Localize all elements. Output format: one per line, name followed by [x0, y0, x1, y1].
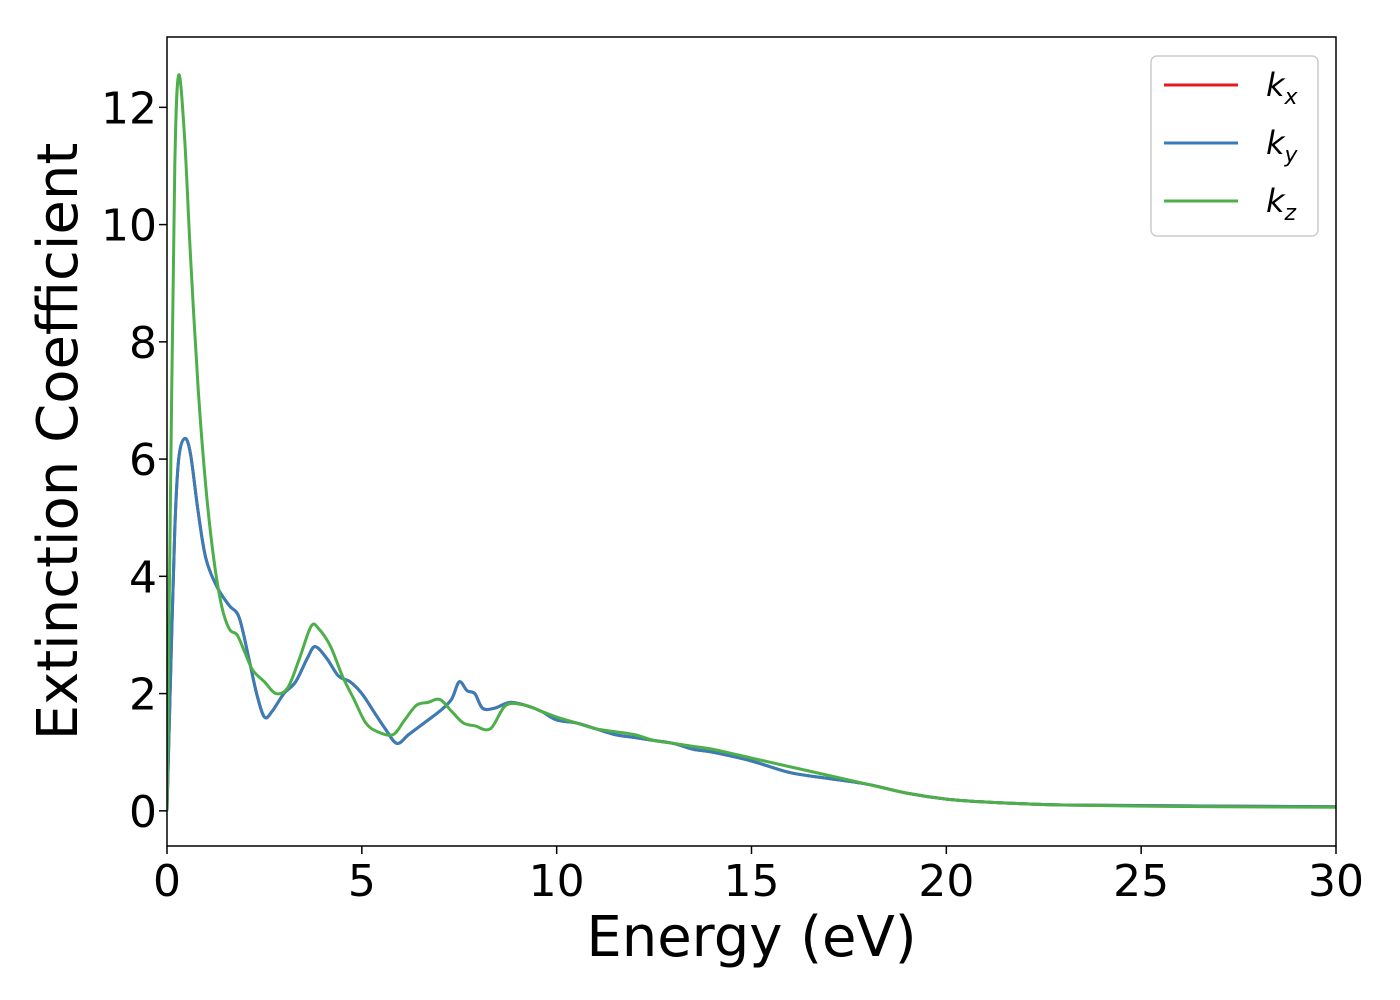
y-tick-label: 4	[129, 552, 157, 603]
x-tick-label: 30	[1308, 856, 1364, 907]
x-tick-label: 15	[724, 856, 780, 907]
y-axis-title: Extinction Coefficient	[26, 143, 91, 741]
y-tick-label: 12	[101, 83, 157, 134]
series-line-ky	[167, 436, 1336, 811]
y-tick-label: 8	[129, 318, 157, 369]
x-tick-label: 0	[153, 856, 181, 907]
legend-label-ky: ky	[1266, 124, 1299, 168]
y-tick-label: 6	[129, 435, 157, 486]
x-axis: 0 5 10 15 20 25 30	[153, 846, 1364, 907]
legend: kx ky kz	[1150, 55, 1319, 237]
x-tick-label: 5	[348, 856, 376, 907]
series-line-kx	[167, 436, 1336, 811]
series-layer	[167, 73, 1336, 811]
series-line-kz	[167, 73, 1336, 811]
x-tick-label: 20	[918, 856, 974, 907]
legend-label-kz: kz	[1266, 182, 1297, 226]
y-tick-label: 10	[101, 201, 157, 252]
y-tick-label: 0	[129, 787, 157, 838]
legend-label-kx: kx	[1266, 66, 1299, 110]
y-tick-label: 2	[129, 670, 157, 721]
legend-box	[1150, 55, 1319, 237]
x-tick-label: 10	[529, 856, 585, 907]
x-tick-label: 25	[1113, 856, 1169, 907]
x-axis-title: Energy (eV)	[586, 905, 916, 970]
y-axis: 0 2 4 6 8 10 12	[101, 83, 167, 838]
